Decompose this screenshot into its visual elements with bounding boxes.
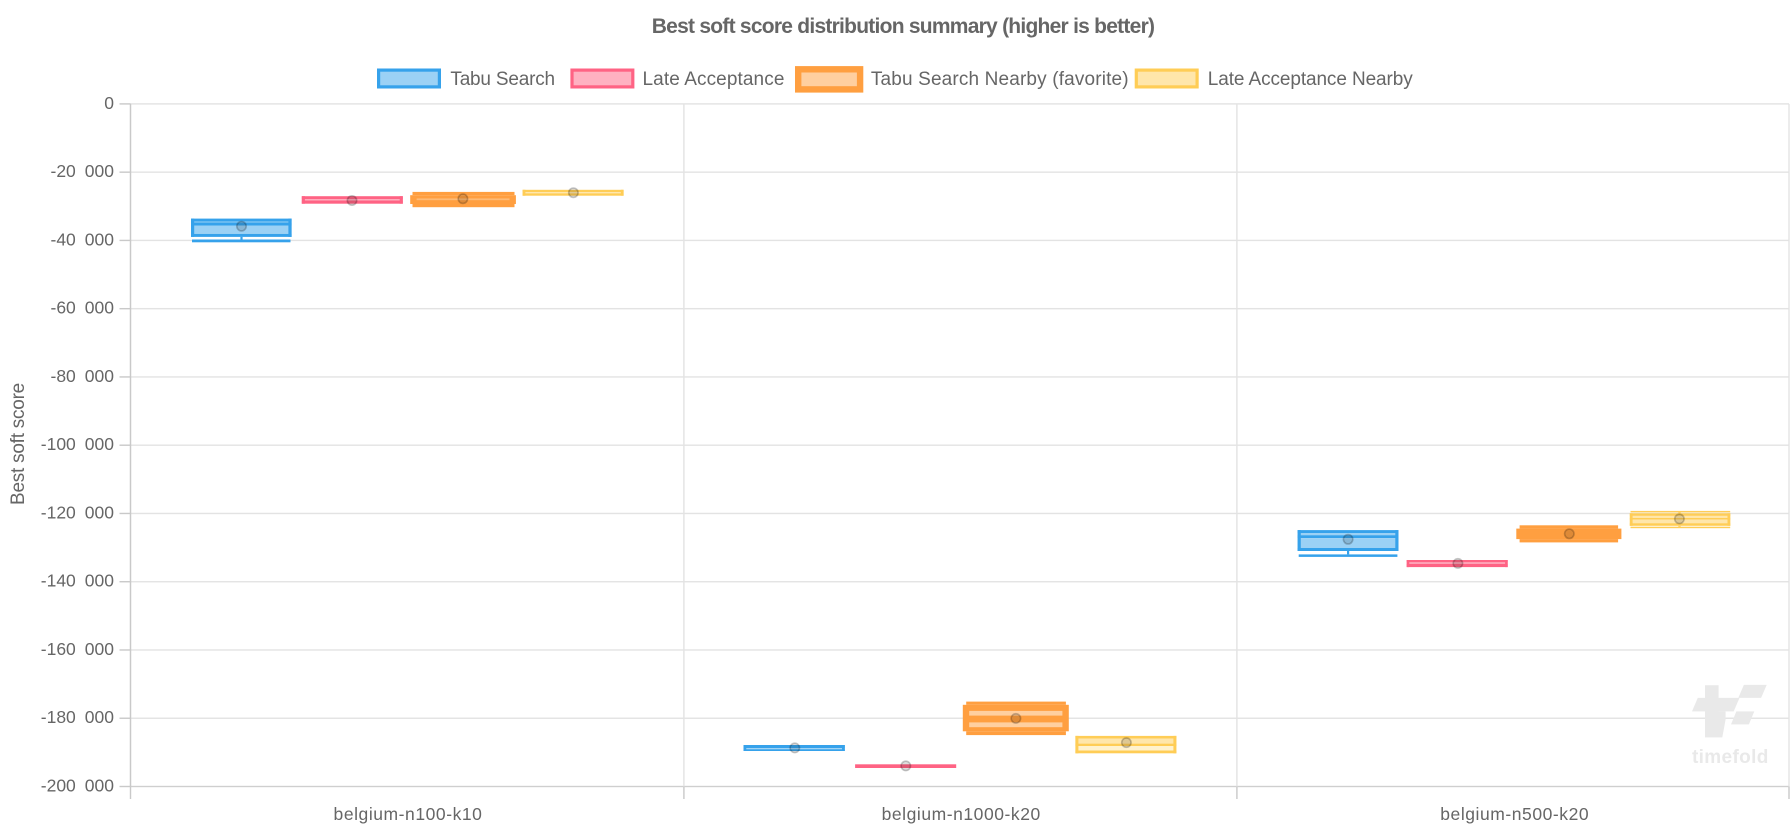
svg-text:belgium-n500-k20: belgium-n500-k20 xyxy=(1440,804,1589,824)
svg-text:0: 0 xyxy=(104,93,114,113)
svg-text:belgium-n1000-k20: belgium-n1000-k20 xyxy=(882,804,1041,824)
svg-text:Late Acceptance: Late Acceptance xyxy=(643,69,785,90)
svg-text:Late Acceptance Nearby: Late Acceptance Nearby xyxy=(1208,69,1413,90)
svg-text:Tabu Search Nearby (favorite): Tabu Search Nearby (favorite) xyxy=(871,69,1129,90)
svg-text:Best soft score distribution s: Best soft score distribution summary (hi… xyxy=(652,15,1155,38)
svg-text:Best soft score: Best soft score xyxy=(8,383,29,505)
svg-text:timefold: timefold xyxy=(1692,747,1769,768)
svg-text:belgium-n100-k10: belgium-n100-k10 xyxy=(334,804,483,824)
svg-text:Tabu Search: Tabu Search xyxy=(450,69,554,90)
